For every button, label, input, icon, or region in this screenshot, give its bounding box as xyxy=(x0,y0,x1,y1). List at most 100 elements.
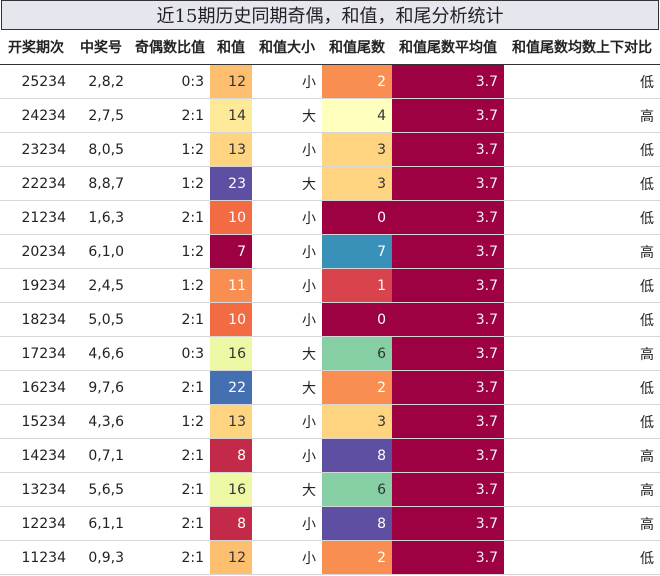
cell-odd-even-ratio: 1:2 xyxy=(130,132,210,167)
cell-odd-even-ratio: 1:2 xyxy=(130,404,210,439)
cell-period: 18234 xyxy=(0,302,72,337)
cell-tail-average: 3.7 xyxy=(392,302,504,337)
cell-sum-tail: 7 xyxy=(322,234,392,269)
cell-period: 17234 xyxy=(0,336,72,371)
header-sum-size: 和值大小 xyxy=(252,30,322,65)
cell-tail-compare: 低 xyxy=(504,268,660,303)
cell-tail-compare: 低 xyxy=(504,200,660,235)
cell-sum: 13 xyxy=(210,404,252,439)
cell-sum-tail: 6 xyxy=(322,472,392,507)
cell-numbers: 4,6,6 xyxy=(72,336,130,371)
cell-sum-size: 小 xyxy=(252,268,322,303)
cell-tail-average: 3.7 xyxy=(392,438,504,473)
cell-odd-even-ratio: 0:3 xyxy=(130,336,210,371)
cell-sum-tail: 8 xyxy=(322,438,392,473)
cell-period: 13234 xyxy=(0,472,72,507)
cell-sum-size: 大 xyxy=(252,98,322,133)
cell-numbers: 9,7,6 xyxy=(72,370,130,405)
table-row: 15234 4,3,6 1:2 13 小 3 3.7 低 xyxy=(0,404,660,439)
cell-sum: 23 xyxy=(210,166,252,201)
cell-sum: 10 xyxy=(210,200,252,235)
cell-sum: 12 xyxy=(210,540,252,575)
cell-numbers: 5,0,5 xyxy=(72,302,130,337)
cell-numbers: 1,6,3 xyxy=(72,200,130,235)
table-row: 13234 5,6,5 2:1 16 大 6 3.7 高 xyxy=(0,472,660,507)
cell-tail-compare: 高 xyxy=(504,98,660,133)
cell-tail-average: 3.7 xyxy=(392,370,504,405)
cell-numbers: 2,7,5 xyxy=(72,98,130,133)
cell-period: 19234 xyxy=(0,268,72,303)
table-row: 19234 2,4,5 1:2 11 小 1 3.7 低 xyxy=(0,268,660,303)
cell-tail-compare: 低 xyxy=(504,404,660,439)
cell-tail-compare: 低 xyxy=(504,302,660,337)
cell-sum-size: 小 xyxy=(252,506,322,541)
cell-sum-tail: 1 xyxy=(322,268,392,303)
header-period: 开奖期次 xyxy=(0,30,72,65)
cell-numbers: 8,8,7 xyxy=(72,166,130,201)
cell-sum: 11 xyxy=(210,268,252,303)
cell-sum-tail: 2 xyxy=(322,64,392,99)
cell-tail-average: 3.7 xyxy=(392,404,504,439)
cell-sum-size: 小 xyxy=(252,132,322,167)
cell-odd-even-ratio: 2:1 xyxy=(130,472,210,507)
page-title: 近15期历史同期奇偶，和值，和尾分析统计 xyxy=(1,0,659,30)
cell-sum-size: 大 xyxy=(252,472,322,507)
table-row: 17234 4,6,6 0:3 16 大 6 3.7 高 xyxy=(0,336,660,371)
table-row: 25234 2,8,2 0:3 12 小 2 3.7 低 xyxy=(0,64,660,99)
cell-sum-size: 大 xyxy=(252,370,322,405)
header-sum-tail: 和值尾数 xyxy=(322,30,392,65)
cell-numbers: 4,3,6 xyxy=(72,404,130,439)
cell-tail-average: 3.7 xyxy=(392,200,504,235)
cell-tail-compare: 低 xyxy=(504,64,660,99)
cell-numbers: 6,1,0 xyxy=(72,234,130,269)
cell-sum-tail: 8 xyxy=(322,506,392,541)
cell-sum: 22 xyxy=(210,370,252,405)
cell-period: 20234 xyxy=(0,234,72,269)
table-row: 18234 5,0,5 2:1 10 小 0 3.7 低 xyxy=(0,302,660,337)
cell-sum-size: 小 xyxy=(252,234,322,269)
cell-tail-average: 3.7 xyxy=(392,98,504,133)
header-tail-compare: 和值尾数均数上下对比 xyxy=(504,30,660,65)
cell-tail-compare: 低 xyxy=(504,166,660,201)
cell-tail-compare: 低 xyxy=(504,540,660,575)
header-odd-even-ratio: 奇偶数比值 xyxy=(130,30,210,65)
cell-odd-even-ratio: 2:1 xyxy=(130,506,210,541)
cell-numbers: 2,8,2 xyxy=(72,64,130,99)
cell-period: 21234 xyxy=(0,200,72,235)
cell-sum-tail: 3 xyxy=(322,404,392,439)
cell-tail-average: 3.7 xyxy=(392,234,504,269)
cell-odd-even-ratio: 1:2 xyxy=(130,268,210,303)
table-row: 20234 6,1,0 1:2 7 小 7 3.7 高 xyxy=(0,234,660,269)
cell-numbers: 8,0,5 xyxy=(72,132,130,167)
stats-table: 开奖期次 中奖号 奇偶数比值 和值 和值大小 和值尾数 和值尾数平均值 和值尾数… xyxy=(0,30,660,575)
table-row: 11234 0,9,3 2:1 12 小 2 3.7 低 xyxy=(0,540,660,575)
cell-numbers: 6,1,1 xyxy=(72,506,130,541)
table-row: 21234 1,6,3 2:1 10 小 0 3.7 低 xyxy=(0,200,660,235)
cell-sum-tail: 2 xyxy=(322,540,392,575)
cell-sum: 7 xyxy=(210,234,252,269)
cell-odd-even-ratio: 2:1 xyxy=(130,370,210,405)
cell-sum-size: 大 xyxy=(252,166,322,201)
cell-odd-even-ratio: 1:2 xyxy=(130,234,210,269)
cell-sum-tail: 2 xyxy=(322,370,392,405)
cell-period: 14234 xyxy=(0,438,72,473)
cell-sum-tail: 0 xyxy=(322,302,392,337)
cell-sum-tail: 3 xyxy=(322,166,392,201)
cell-period: 25234 xyxy=(0,64,72,99)
cell-numbers: 5,6,5 xyxy=(72,472,130,507)
cell-sum-size: 小 xyxy=(252,302,322,337)
cell-tail-compare: 高 xyxy=(504,506,660,541)
cell-sum: 16 xyxy=(210,472,252,507)
cell-tail-average: 3.7 xyxy=(392,540,504,575)
table-row: 24234 2,7,5 2:1 14 大 4 3.7 高 xyxy=(0,98,660,133)
cell-sum-tail: 4 xyxy=(322,98,392,133)
cell-period: 12234 xyxy=(0,506,72,541)
cell-tail-compare: 高 xyxy=(504,438,660,473)
cell-sum-size: 小 xyxy=(252,438,322,473)
cell-tail-average: 3.7 xyxy=(392,336,504,371)
cell-sum: 8 xyxy=(210,438,252,473)
cell-period: 22234 xyxy=(0,166,72,201)
cell-sum-size: 小 xyxy=(252,200,322,235)
cell-tail-compare: 高 xyxy=(504,234,660,269)
cell-sum-size: 小 xyxy=(252,64,322,99)
